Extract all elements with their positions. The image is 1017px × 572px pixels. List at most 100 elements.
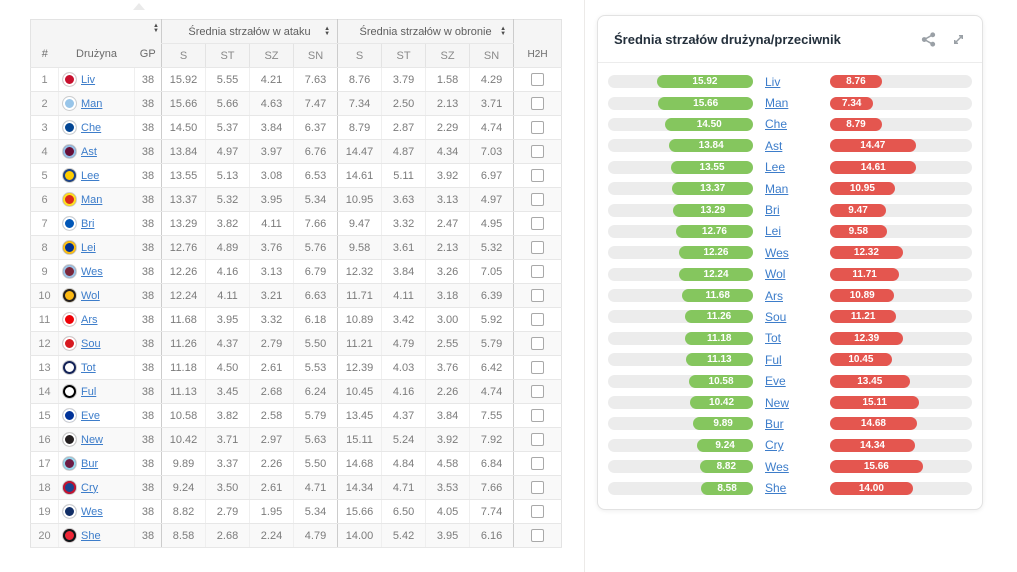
column-header-defense-st[interactable]: ST bbox=[381, 43, 426, 68]
team-cell: Wes bbox=[58, 259, 135, 284]
gp-cell: 38 bbox=[134, 523, 162, 548]
attack-sz-cell: 4.63 bbox=[249, 91, 294, 116]
column-header-h2h: H2H bbox=[513, 19, 562, 68]
chart-row: 11.68 Ars 10.89 bbox=[608, 285, 972, 306]
h2h-checkbox[interactable] bbox=[531, 145, 545, 158]
chart-team-link[interactable]: Ars bbox=[765, 288, 783, 303]
team-link[interactable]: Tot bbox=[81, 361, 96, 374]
team-link[interactable]: Ful bbox=[81, 385, 97, 398]
h2h-checkbox[interactable] bbox=[531, 241, 545, 254]
team-link[interactable]: Ast bbox=[81, 145, 97, 158]
chart-team-link[interactable]: Bur bbox=[765, 416, 784, 431]
chart-team-link[interactable]: Liv bbox=[765, 74, 781, 89]
h2h-checkbox[interactable] bbox=[531, 337, 545, 350]
defense-sn-cell: 4.95 bbox=[469, 211, 514, 236]
attack-st-cell: 3.82 bbox=[205, 403, 250, 428]
h2h-checkbox[interactable] bbox=[531, 313, 545, 326]
chart-team-link[interactable]: Lee bbox=[765, 160, 786, 175]
chart-team-link[interactable]: Eve bbox=[765, 374, 786, 389]
attack-st-cell: 3.50 bbox=[205, 475, 250, 500]
attack-sz-cell: 2.79 bbox=[249, 331, 294, 356]
h2h-checkbox[interactable] bbox=[531, 289, 545, 302]
h2h-checkbox[interactable] bbox=[531, 529, 545, 542]
team-link[interactable]: Wes bbox=[81, 505, 103, 518]
team-link[interactable]: Sou bbox=[81, 337, 101, 350]
column-header-defense-s[interactable]: S bbox=[337, 43, 382, 68]
defense-bar-track: 13.45 bbox=[830, 374, 972, 388]
h2h-cell bbox=[513, 139, 562, 164]
share-icon[interactable] bbox=[921, 31, 936, 47]
team-link[interactable]: Ars bbox=[81, 313, 98, 326]
team-link[interactable]: Liv bbox=[81, 73, 96, 86]
team-link[interactable]: Lei bbox=[81, 241, 96, 254]
h2h-checkbox[interactable] bbox=[531, 505, 545, 518]
chart-team-link[interactable]: Ast bbox=[765, 138, 783, 153]
chart-row: 15.66 Man 7.34 bbox=[608, 92, 972, 113]
team-link[interactable]: Man bbox=[81, 193, 103, 206]
column-header-rank[interactable]: # bbox=[30, 19, 59, 68]
team-link[interactable]: Bur bbox=[81, 457, 99, 470]
defense-sz-cell: 1.58 bbox=[425, 67, 470, 92]
h2h-checkbox[interactable] bbox=[531, 217, 545, 230]
attack-bar-track: 11.18 bbox=[608, 331, 753, 345]
column-header-defense-sz[interactable]: SZ bbox=[425, 43, 470, 68]
defense-group-header[interactable]: Średnia strzałów w obronie ▲ ▼ bbox=[337, 19, 514, 44]
team-link[interactable]: Bri bbox=[81, 217, 95, 230]
chart-team-link[interactable]: Bri bbox=[765, 203, 780, 218]
h2h-checkbox[interactable] bbox=[531, 433, 545, 446]
h2h-checkbox[interactable] bbox=[531, 265, 545, 278]
team-link[interactable]: New bbox=[81, 433, 104, 446]
chart-team-link[interactable]: Wes bbox=[765, 245, 789, 260]
chart-team-link[interactable]: Wes bbox=[765, 459, 789, 474]
chart-team-link[interactable]: Tot bbox=[765, 331, 782, 346]
team-link[interactable]: Eve bbox=[81, 409, 100, 422]
attack-bar-value: 8.58 bbox=[717, 482, 737, 494]
chart-team-link[interactable]: Cry bbox=[765, 438, 784, 453]
team-link[interactable]: Cry bbox=[81, 481, 99, 494]
sort-icon[interactable]: ▲ ▼ bbox=[153, 23, 159, 34]
sort-icon[interactable]: ▲ ▼ bbox=[500, 25, 507, 37]
h2h-checkbox[interactable] bbox=[531, 481, 545, 494]
sort-icon[interactable]: ▲ ▼ bbox=[324, 25, 331, 37]
chart-team-link[interactable]: Ful bbox=[765, 352, 782, 367]
chart-label-cell: Eve bbox=[753, 374, 830, 388]
attack-group-header[interactable]: Średnia strzałów w ataku ▲ ▼ bbox=[160, 19, 338, 44]
chart-team-link[interactable]: Che bbox=[765, 117, 788, 132]
h2h-checkbox[interactable] bbox=[531, 193, 545, 206]
h2h-checkbox[interactable] bbox=[531, 73, 545, 86]
defense-sz-cell: 4.05 bbox=[425, 499, 470, 524]
chart-team-link[interactable]: Lei bbox=[765, 224, 782, 239]
chart-team-link[interactable]: Man bbox=[765, 181, 789, 196]
h2h-checkbox[interactable] bbox=[531, 97, 545, 110]
team-link[interactable]: Wol bbox=[81, 289, 100, 302]
attack-bar-value: 13.37 bbox=[700, 183, 726, 195]
team-link[interactable]: Man bbox=[81, 97, 103, 110]
chart-team-link[interactable]: New bbox=[765, 395, 790, 410]
defense-bar: 14.47 bbox=[830, 139, 916, 153]
h2h-checkbox[interactable] bbox=[531, 385, 545, 398]
h2h-checkbox[interactable] bbox=[531, 121, 545, 134]
column-header-attack-sn[interactable]: SN bbox=[292, 43, 338, 68]
team-cell: Bur bbox=[58, 451, 135, 476]
column-header-gp[interactable]: GP ▲ ▼ bbox=[134, 19, 162, 68]
h2h-checkbox[interactable] bbox=[531, 169, 545, 182]
chart-team-link[interactable]: She bbox=[765, 481, 787, 496]
team-link[interactable]: Lee bbox=[81, 169, 100, 182]
team-link[interactable]: Che bbox=[81, 121, 102, 134]
team-link[interactable]: She bbox=[81, 529, 101, 542]
column-header-defense-sn[interactable]: SN bbox=[469, 43, 514, 68]
expand-icon[interactable] bbox=[951, 32, 966, 47]
defense-sn-cell: 4.97 bbox=[469, 187, 514, 212]
h2h-checkbox[interactable] bbox=[531, 457, 545, 470]
column-header-attack-s[interactable]: S bbox=[161, 43, 206, 68]
attack-sn-cell: 6.53 bbox=[292, 163, 338, 188]
chart-team-link[interactable]: Wol bbox=[765, 267, 786, 282]
team-link[interactable]: Wes bbox=[81, 265, 103, 278]
column-header-attack-sz[interactable]: SZ bbox=[249, 43, 294, 68]
chart-team-link[interactable]: Sou bbox=[765, 309, 787, 324]
column-header-team[interactable]: Drużyna bbox=[58, 19, 135, 68]
column-header-attack-st[interactable]: ST bbox=[205, 43, 250, 68]
chart-team-link[interactable]: Man bbox=[765, 96, 789, 111]
h2h-checkbox[interactable] bbox=[531, 409, 545, 422]
h2h-checkbox[interactable] bbox=[531, 361, 545, 374]
